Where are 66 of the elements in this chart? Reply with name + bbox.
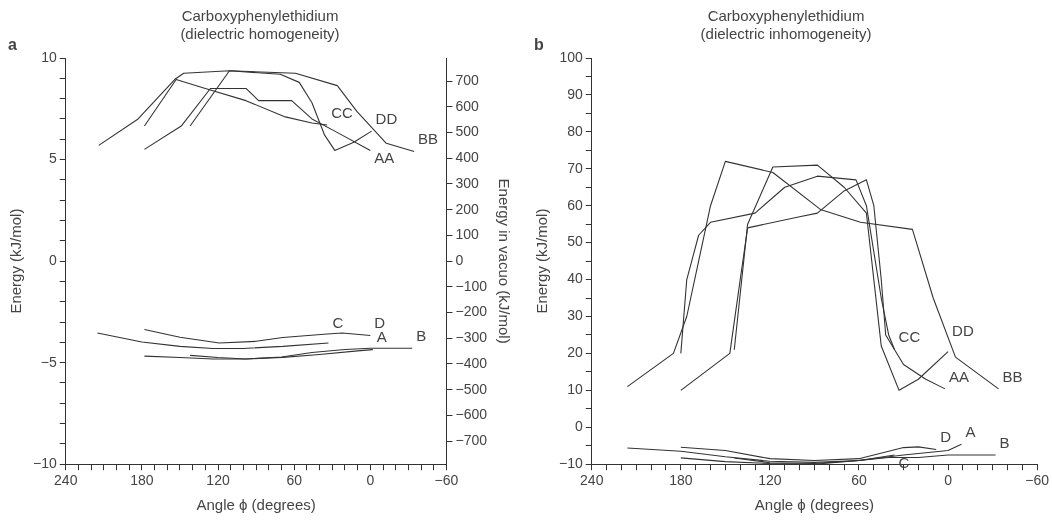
series-label: B [416, 326, 427, 344]
series-label: B [999, 433, 1010, 451]
y-tick-label: 40 [567, 270, 583, 287]
series-label: DD [952, 322, 974, 340]
y2-tick-label: −700 [455, 431, 488, 448]
y-tick-label: 50 [567, 233, 583, 250]
x-tick-label: 240 [54, 472, 78, 489]
y-tick-label: 0 [48, 251, 57, 268]
y2-tick-label: 700 [455, 72, 480, 88]
y-axis-title: Energy (kJ/mol) [533, 208, 551, 314]
series-label: D [940, 428, 952, 446]
y-tick-label: 70 [567, 159, 583, 176]
x-tick-label: 120 [206, 472, 230, 489]
y2-axis-title: Energy in vacuo (kJ/mol) [495, 178, 513, 344]
y-tick-label: −10 [559, 455, 583, 472]
y2-tick-label: −200 [455, 303, 488, 320]
x-tick-label: 180 [669, 472, 693, 489]
x-tick-label: 0 [944, 472, 953, 489]
y-tick-label: 5 [48, 150, 57, 167]
x-tick-label: 60 [286, 472, 303, 489]
x-tick-label: −60 [1025, 472, 1050, 489]
series-label: DD [375, 109, 398, 127]
x-axis-title: Angle ϕ (degrees) [754, 496, 875, 514]
series-label: AA [374, 149, 395, 167]
y-axis-title: Energy (kJ/mol) [7, 208, 25, 314]
y2-tick-label: 100 [455, 226, 480, 243]
y-tick-label: −5 [40, 353, 57, 370]
x-tick-label: −60 [434, 472, 459, 489]
y-tick-label: 0 [574, 418, 583, 435]
x-tick-label: 240 [580, 472, 604, 489]
x-tick-label: 120 [758, 472, 782, 489]
y-tick-label: 60 [567, 196, 583, 213]
y2-tick-label: 0 [455, 251, 464, 268]
y2-tick-label: 600 [455, 97, 480, 114]
series-label: CC [331, 103, 354, 121]
text: a [8, 36, 17, 54]
y-tick-label: 30 [567, 307, 583, 324]
y2-tick-label: −500 [455, 380, 488, 397]
series-label: C [332, 313, 344, 331]
y-tick-label: 90 [567, 85, 583, 102]
y-tick-label: 10 [41, 48, 57, 65]
chart-title: Carboxyphenylethidium (dielectric inhomogeneity) [700, 7, 872, 43]
y-tick-label: −10 [33, 455, 57, 472]
series-label: BB [418, 130, 439, 148]
y-tick-label: 10 [567, 381, 583, 398]
y2-tick-label: −400 [455, 354, 488, 371]
text: b [534, 36, 544, 54]
y2-tick-label: −600 [455, 406, 488, 423]
x-tick-label: 60 [851, 472, 867, 489]
y2-tick-label: 300 [455, 174, 480, 191]
y-tick-label: 20 [567, 344, 583, 361]
y2-tick-label: 500 [455, 123, 480, 140]
series-label: A [965, 422, 976, 440]
y2-tick-label: 400 [455, 149, 480, 166]
y2-tick-label: −100 [455, 277, 488, 294]
y-tick-label: 100 [559, 48, 583, 65]
series-label: BB [1002, 367, 1023, 385]
x-axis-title: Angle ϕ (degrees) [196, 496, 316, 514]
y-tick-label: 80 [567, 122, 583, 139]
y2-tick-label: −300 [455, 329, 488, 346]
x-tick-label: 0 [366, 472, 375, 489]
y2-tick-label: 200 [455, 200, 480, 217]
chart-title: Carboxyphenylethidium (dielectric homogeneity) [180, 7, 340, 43]
series-label: AA [949, 367, 970, 385]
x-tick-label: 180 [130, 472, 154, 489]
series-label: CC [898, 328, 921, 346]
